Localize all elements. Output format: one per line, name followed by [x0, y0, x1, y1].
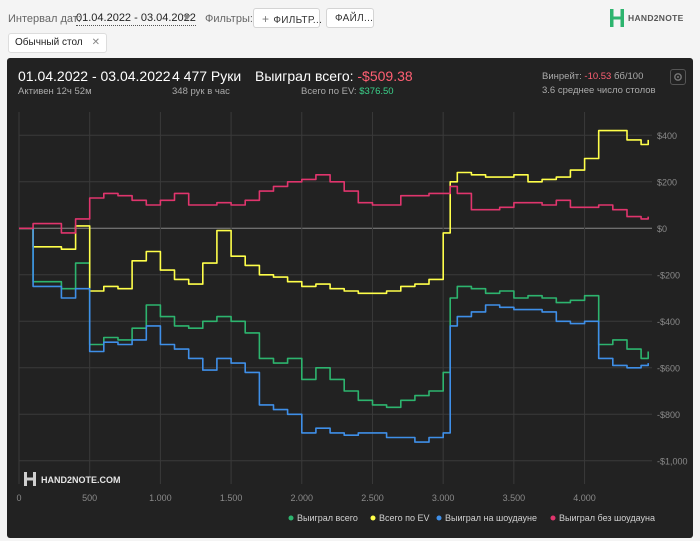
- file-button[interactable]: ФАЙЛ...: [326, 8, 374, 28]
- won-total-label: Выиграл всего:: [255, 68, 354, 84]
- y-tick-label: -$800: [657, 410, 680, 420]
- legend-marker: [288, 515, 294, 521]
- x-tick-label: 3.000: [432, 493, 455, 503]
- series-line: [19, 227, 649, 409]
- winrate-unit: бб/100: [613, 71, 644, 82]
- filter-chip-label: Обычный стол: [15, 37, 83, 48]
- h2n-logo-icon: [610, 9, 624, 27]
- tables-average: 3.6 среднее число столов: [542, 85, 656, 96]
- y-tick-label: -$1,000: [657, 456, 688, 466]
- x-tick-label: 2.000: [291, 493, 314, 503]
- winrate-label: Винрейт:: [542, 71, 582, 82]
- y-tick-label: $0: [657, 224, 667, 234]
- watermark-logo-icon: [24, 472, 36, 486]
- chevron-down-icon[interactable]: [183, 15, 191, 20]
- legend-marker: [436, 515, 442, 521]
- close-icon[interactable]: ✕: [91, 37, 101, 48]
- logo-text: HAND2NOTE: [628, 13, 684, 23]
- winrate: Винрейт: -10.53 бб/100: [542, 71, 643, 82]
- series-line: [19, 174, 649, 234]
- hands-per-hour: 348 рук в час: [172, 86, 230, 97]
- legend-marker: [550, 515, 556, 521]
- x-tick-label: 500: [82, 493, 97, 503]
- gear-icon: [674, 73, 682, 81]
- won-total-value: -$509.38: [357, 68, 413, 84]
- x-tick-label: 1.500: [220, 493, 243, 503]
- filters-label: Фильтры:: [205, 13, 253, 25]
- active-time: Активен 12ч 52м: [18, 86, 92, 97]
- file-button-label: ФАЙЛ...: [335, 13, 374, 24]
- ev-total-label: Всего по EV:: [301, 86, 357, 97]
- x-tick-label: 0: [16, 493, 21, 503]
- plus-icon: +: [262, 12, 270, 26]
- profit-chart: $400 $200 $0 -$200 -$400 -$600 -$800 -$1,000 0 50…: [16, 112, 688, 523]
- y-tick-label: $200: [657, 177, 677, 187]
- legend-marker: [370, 515, 376, 521]
- date-range-select[interactable]: 01.04.2022 - 03.04.2022: [76, 12, 196, 26]
- interval-label: Интервал дат:: [8, 13, 81, 25]
- filter-chip[interactable]: Обычный стол ✕: [8, 33, 108, 53]
- graph-panel: 01.04.2022 - 03.04.2022 Активен 12ч 52м …: [7, 58, 693, 538]
- hands-count: 4 477 Руки: [172, 68, 242, 84]
- ev-total-value: $376.50: [359, 86, 394, 97]
- won-total: Выиграл всего: -$509.38: [255, 68, 413, 84]
- x-tick-label: 4.000: [573, 493, 596, 503]
- y-tick-label: -$200: [657, 270, 680, 280]
- ev-total: Всего по EV: $376.50: [301, 86, 394, 97]
- settings-button[interactable]: [670, 69, 686, 85]
- y-tick-label: -$600: [657, 363, 680, 373]
- x-tick-label: 3.500: [503, 493, 526, 503]
- winrate-value: -10.53: [584, 71, 612, 82]
- x-tick-label: 1.000: [149, 493, 172, 503]
- filter-button-label: ФИЛЬТР...: [273, 15, 323, 26]
- legend-label: Всего по EV: [379, 513, 429, 523]
- legend-label: Выиграл на шоудауне: [445, 513, 537, 523]
- legend-label: Выиграл без шоудауна: [559, 513, 655, 523]
- top-toolbar: Интервал дат: 01.04.2022 - 03.04.2022 Фи…: [0, 0, 700, 32]
- series-line: [19, 129, 649, 295]
- panel-date-range: 01.04.2022 - 03.04.2022: [18, 68, 171, 84]
- watermark-text: HAND2NOTE.COM: [41, 475, 121, 485]
- legend-label: Выиграл всего: [297, 513, 358, 523]
- y-tick-label: -$400: [657, 317, 680, 327]
- series-line: [19, 227, 649, 443]
- x-tick-label: 2.500: [361, 493, 384, 503]
- y-tick-label: $400: [657, 131, 677, 141]
- add-filter-button[interactable]: + ФИЛЬТР...: [253, 8, 323, 28]
